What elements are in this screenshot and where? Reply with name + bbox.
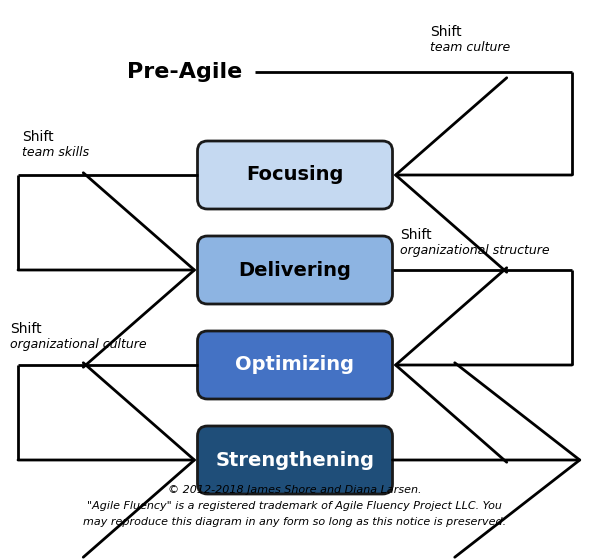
Text: Focusing: Focusing — [246, 166, 344, 184]
Text: team culture: team culture — [430, 41, 510, 54]
Text: may reproduce this diagram in any form so long as this notice is preserved.: may reproduce this diagram in any form s… — [83, 517, 506, 527]
FancyBboxPatch shape — [197, 331, 392, 399]
Text: organizational culture: organizational culture — [10, 338, 147, 351]
Text: organizational structure: organizational structure — [400, 244, 550, 257]
Text: Shift: Shift — [400, 228, 432, 242]
Text: Shift: Shift — [10, 322, 42, 336]
Text: Strengthening: Strengthening — [216, 450, 375, 469]
Text: © 2012-2018 James Shore and Diana Larsen.: © 2012-2018 James Shore and Diana Larsen… — [168, 485, 421, 495]
FancyBboxPatch shape — [197, 236, 392, 304]
FancyBboxPatch shape — [197, 426, 392, 494]
FancyBboxPatch shape — [197, 141, 392, 209]
Text: team skills: team skills — [22, 146, 89, 159]
Text: Pre-Agile: Pre-Agile — [127, 62, 243, 82]
Text: Shift: Shift — [430, 25, 462, 39]
Text: "Agile Fluency" is a registered trademark of Agile Fluency Project LLC. You: "Agile Fluency" is a registered trademar… — [87, 501, 502, 511]
Text: Shift: Shift — [22, 130, 54, 144]
Text: Delivering: Delivering — [239, 260, 352, 279]
Text: Optimizing: Optimizing — [236, 356, 355, 375]
